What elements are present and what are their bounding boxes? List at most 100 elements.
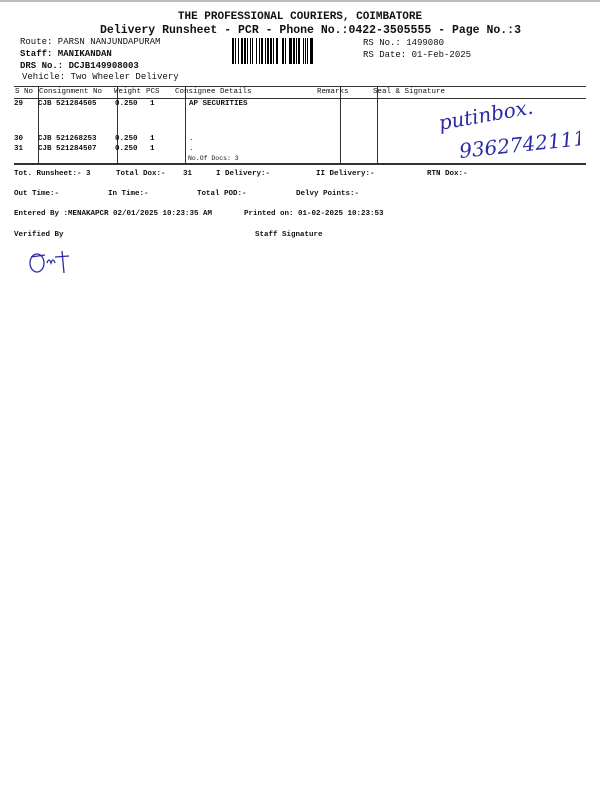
col-divider (340, 86, 341, 163)
barcode-bar (256, 38, 258, 64)
barcode-bar (249, 38, 251, 64)
col-header-weight: Weight (114, 88, 142, 96)
barcode-bar (285, 38, 288, 64)
barcode-bar (246, 38, 248, 64)
row-pcs: 1 (150, 100, 155, 108)
barcode-bar (303, 38, 305, 64)
barcode-bar (263, 38, 266, 64)
col-header-pcs: PCS (146, 88, 160, 96)
i-delivery: I Delivery:- (216, 170, 271, 178)
total-dox-label: Total Dox:- (116, 170, 166, 178)
col-header-sno: S No (15, 88, 34, 96)
barcode-bar (300, 38, 303, 64)
barcode-bar (258, 38, 260, 64)
row-pcs: 1 (150, 145, 155, 153)
barcode-bar (292, 38, 295, 64)
barcode-bar (233, 38, 235, 64)
table-bottom-rule (14, 163, 586, 165)
table-top-rule (14, 86, 586, 87)
barcode-bar (234, 38, 236, 64)
header-rule (14, 98, 586, 99)
col-divider (185, 86, 186, 163)
company-title: THE PROFESSIONAL COURIERS, COIMBATORE (177, 11, 423, 23)
barcode-bar (306, 38, 308, 64)
handwritten-phone: 9362742111 (458, 126, 580, 163)
route: Route: PARSN NANJUNDAPURAM (20, 37, 161, 47)
barcode-bar (243, 38, 247, 64)
barcode-bar (269, 38, 273, 64)
barcode-bar (251, 38, 254, 64)
row-consignee: AP SECURITIES (189, 100, 248, 108)
in-time: In Time:- (108, 190, 149, 198)
barcode-bar (275, 38, 278, 64)
row-sno: 29 (14, 100, 24, 108)
row-consignment: CJB 521284505 (38, 100, 97, 108)
row-consignee: . (189, 145, 194, 153)
barcode-bar (273, 38, 275, 64)
rs-number: RS No.: 1499080 (363, 38, 445, 48)
out-time: Out Time:- (14, 190, 60, 198)
row-consignment: CJB 521268253 (38, 135, 97, 143)
barcode-bar (304, 38, 307, 64)
barcode-bar (282, 38, 284, 64)
barcode-bar (302, 38, 304, 64)
row-consignee: . (189, 135, 194, 143)
barcode-bar (288, 38, 290, 64)
barcode-bar (298, 38, 301, 64)
rtn-dox: RTN Dox:- (427, 170, 468, 178)
tot-runsheet: Tot. Runsheet:- 3 (14, 170, 91, 178)
barcode-bar (294, 38, 297, 64)
barcode-bar (274, 38, 276, 64)
staff: Staff: MANIKANDAN (20, 49, 112, 59)
barcode-bar (283, 38, 285, 64)
barcode-bar (238, 38, 240, 64)
barcode-bar (248, 38, 250, 64)
barcode-bar (240, 38, 243, 64)
verifier-signature (29, 250, 70, 274)
total-pod: Total POD:- (197, 190, 247, 198)
barcode-bar (265, 38, 267, 64)
barcode-bar (279, 38, 283, 64)
barcode (232, 38, 362, 64)
docs-count: No.Of Docs: 3 (188, 155, 239, 162)
barcode-bar (277, 38, 279, 64)
barcode-bar (278, 38, 280, 64)
barcode-bar (239, 38, 241, 64)
row-weight: 0.250 (115, 100, 138, 108)
handwritten-note-text: putinbox. (437, 100, 535, 135)
row-sno: 30 (14, 135, 24, 143)
col-divider (377, 86, 378, 163)
barcode-bar (260, 38, 264, 64)
col-header-seal: Seal & Signature (373, 88, 446, 96)
scan-edge (0, 0, 600, 2)
col-header-consignment: Consignment No (39, 88, 103, 96)
barcode-bar (289, 38, 292, 64)
col-header-remarks: Remarks (317, 88, 349, 96)
staff-signature-label: Staff Signature (255, 231, 323, 239)
row-sno: 31 (14, 145, 24, 153)
verified-by: Verified By (14, 231, 64, 239)
handwritten-note: putinbox. 9362742111 (437, 100, 580, 163)
barcode-bar (268, 38, 270, 64)
drs-number: DRS No.: DCJB149908003 (20, 61, 139, 71)
barcode-bar (259, 38, 261, 64)
entered-by: Entered By :MENAKAPCR 02/01/2025 10:23:3… (14, 210, 213, 218)
ii-delivery: II Delivery:- (316, 170, 375, 178)
barcode-bar (266, 38, 269, 64)
barcode-bar (247, 38, 249, 64)
barcode-bar (250, 38, 252, 64)
total-dox-value: 31 (183, 170, 193, 178)
barcode-bar (312, 38, 315, 64)
barcode-bar (284, 38, 286, 64)
barcode-bar (232, 38, 234, 64)
barcode-bar (307, 38, 309, 64)
runsheet-subtitle: Delivery Runsheet - PCR - Phone No.:0422… (100, 24, 521, 37)
barcode-bar (272, 38, 274, 64)
col-divider (117, 86, 118, 163)
barcode-bar (266, 38, 267, 64)
vehicle: Vehicle: Two Wheeler Delivery (22, 72, 179, 82)
barcode-bar (235, 38, 239, 64)
col-divider (38, 86, 39, 163)
barcode-bar (287, 38, 289, 64)
row-weight: 0.250 (115, 145, 138, 153)
